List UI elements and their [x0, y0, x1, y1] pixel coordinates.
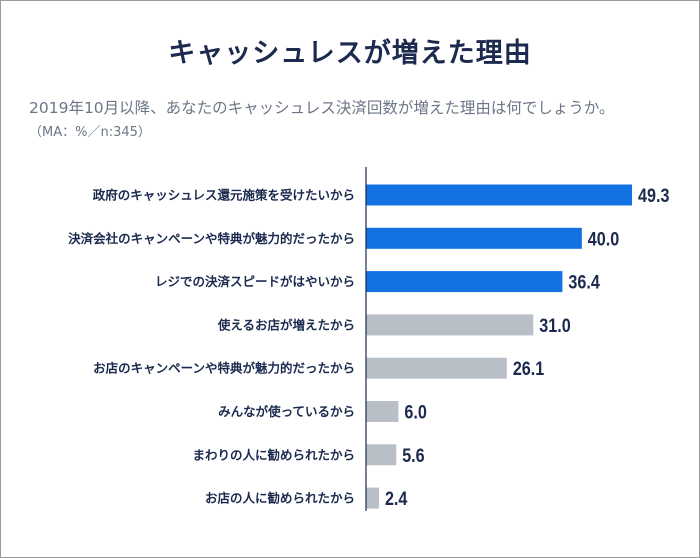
data-label: 5.6: [402, 445, 425, 467]
bar: [366, 184, 632, 206]
sample-note: （MA：%／n:345）: [29, 125, 151, 140]
chart-title: キャッシュレスが増えた理由: [168, 38, 532, 69]
category-label: レジでの決済スピードがはやいから: [155, 274, 355, 289]
category-label: お店の人に勧められたから: [205, 491, 355, 506]
bar: [366, 314, 534, 336]
data-label: 2.4: [385, 488, 408, 510]
bar: [366, 357, 507, 379]
bar: [366, 487, 379, 509]
data-label: 31.0: [539, 315, 571, 337]
category-label: まわりの人に勧められたから: [192, 447, 355, 462]
bar: [366, 227, 582, 249]
category-label: 政府のキャッシュレス還元施策を受けたいから: [93, 188, 355, 203]
category-label: 決済会社のキャンペーンや特典が魅力的だったから: [68, 231, 355, 246]
survey-question: 2019年10月以降、あなたのキャッシュレス決済回数が増えた理由は何でしょうか。: [29, 99, 615, 117]
category-label: みんなが使っているから: [218, 404, 355, 419]
data-label: 26.1: [513, 358, 545, 380]
data-label: 40.0: [588, 228, 620, 250]
bar: [366, 444, 397, 466]
bar: [366, 401, 399, 422]
bar: [366, 271, 563, 293]
data-label: 36.4: [568, 271, 600, 293]
category-label: お店のキャンペーンや特典が魅力的だったから: [93, 361, 355, 376]
data-label: 49.3: [638, 185, 670, 207]
data-label: 6.0: [404, 401, 427, 423]
category-label: 使えるお店が増えたから: [217, 317, 355, 332]
